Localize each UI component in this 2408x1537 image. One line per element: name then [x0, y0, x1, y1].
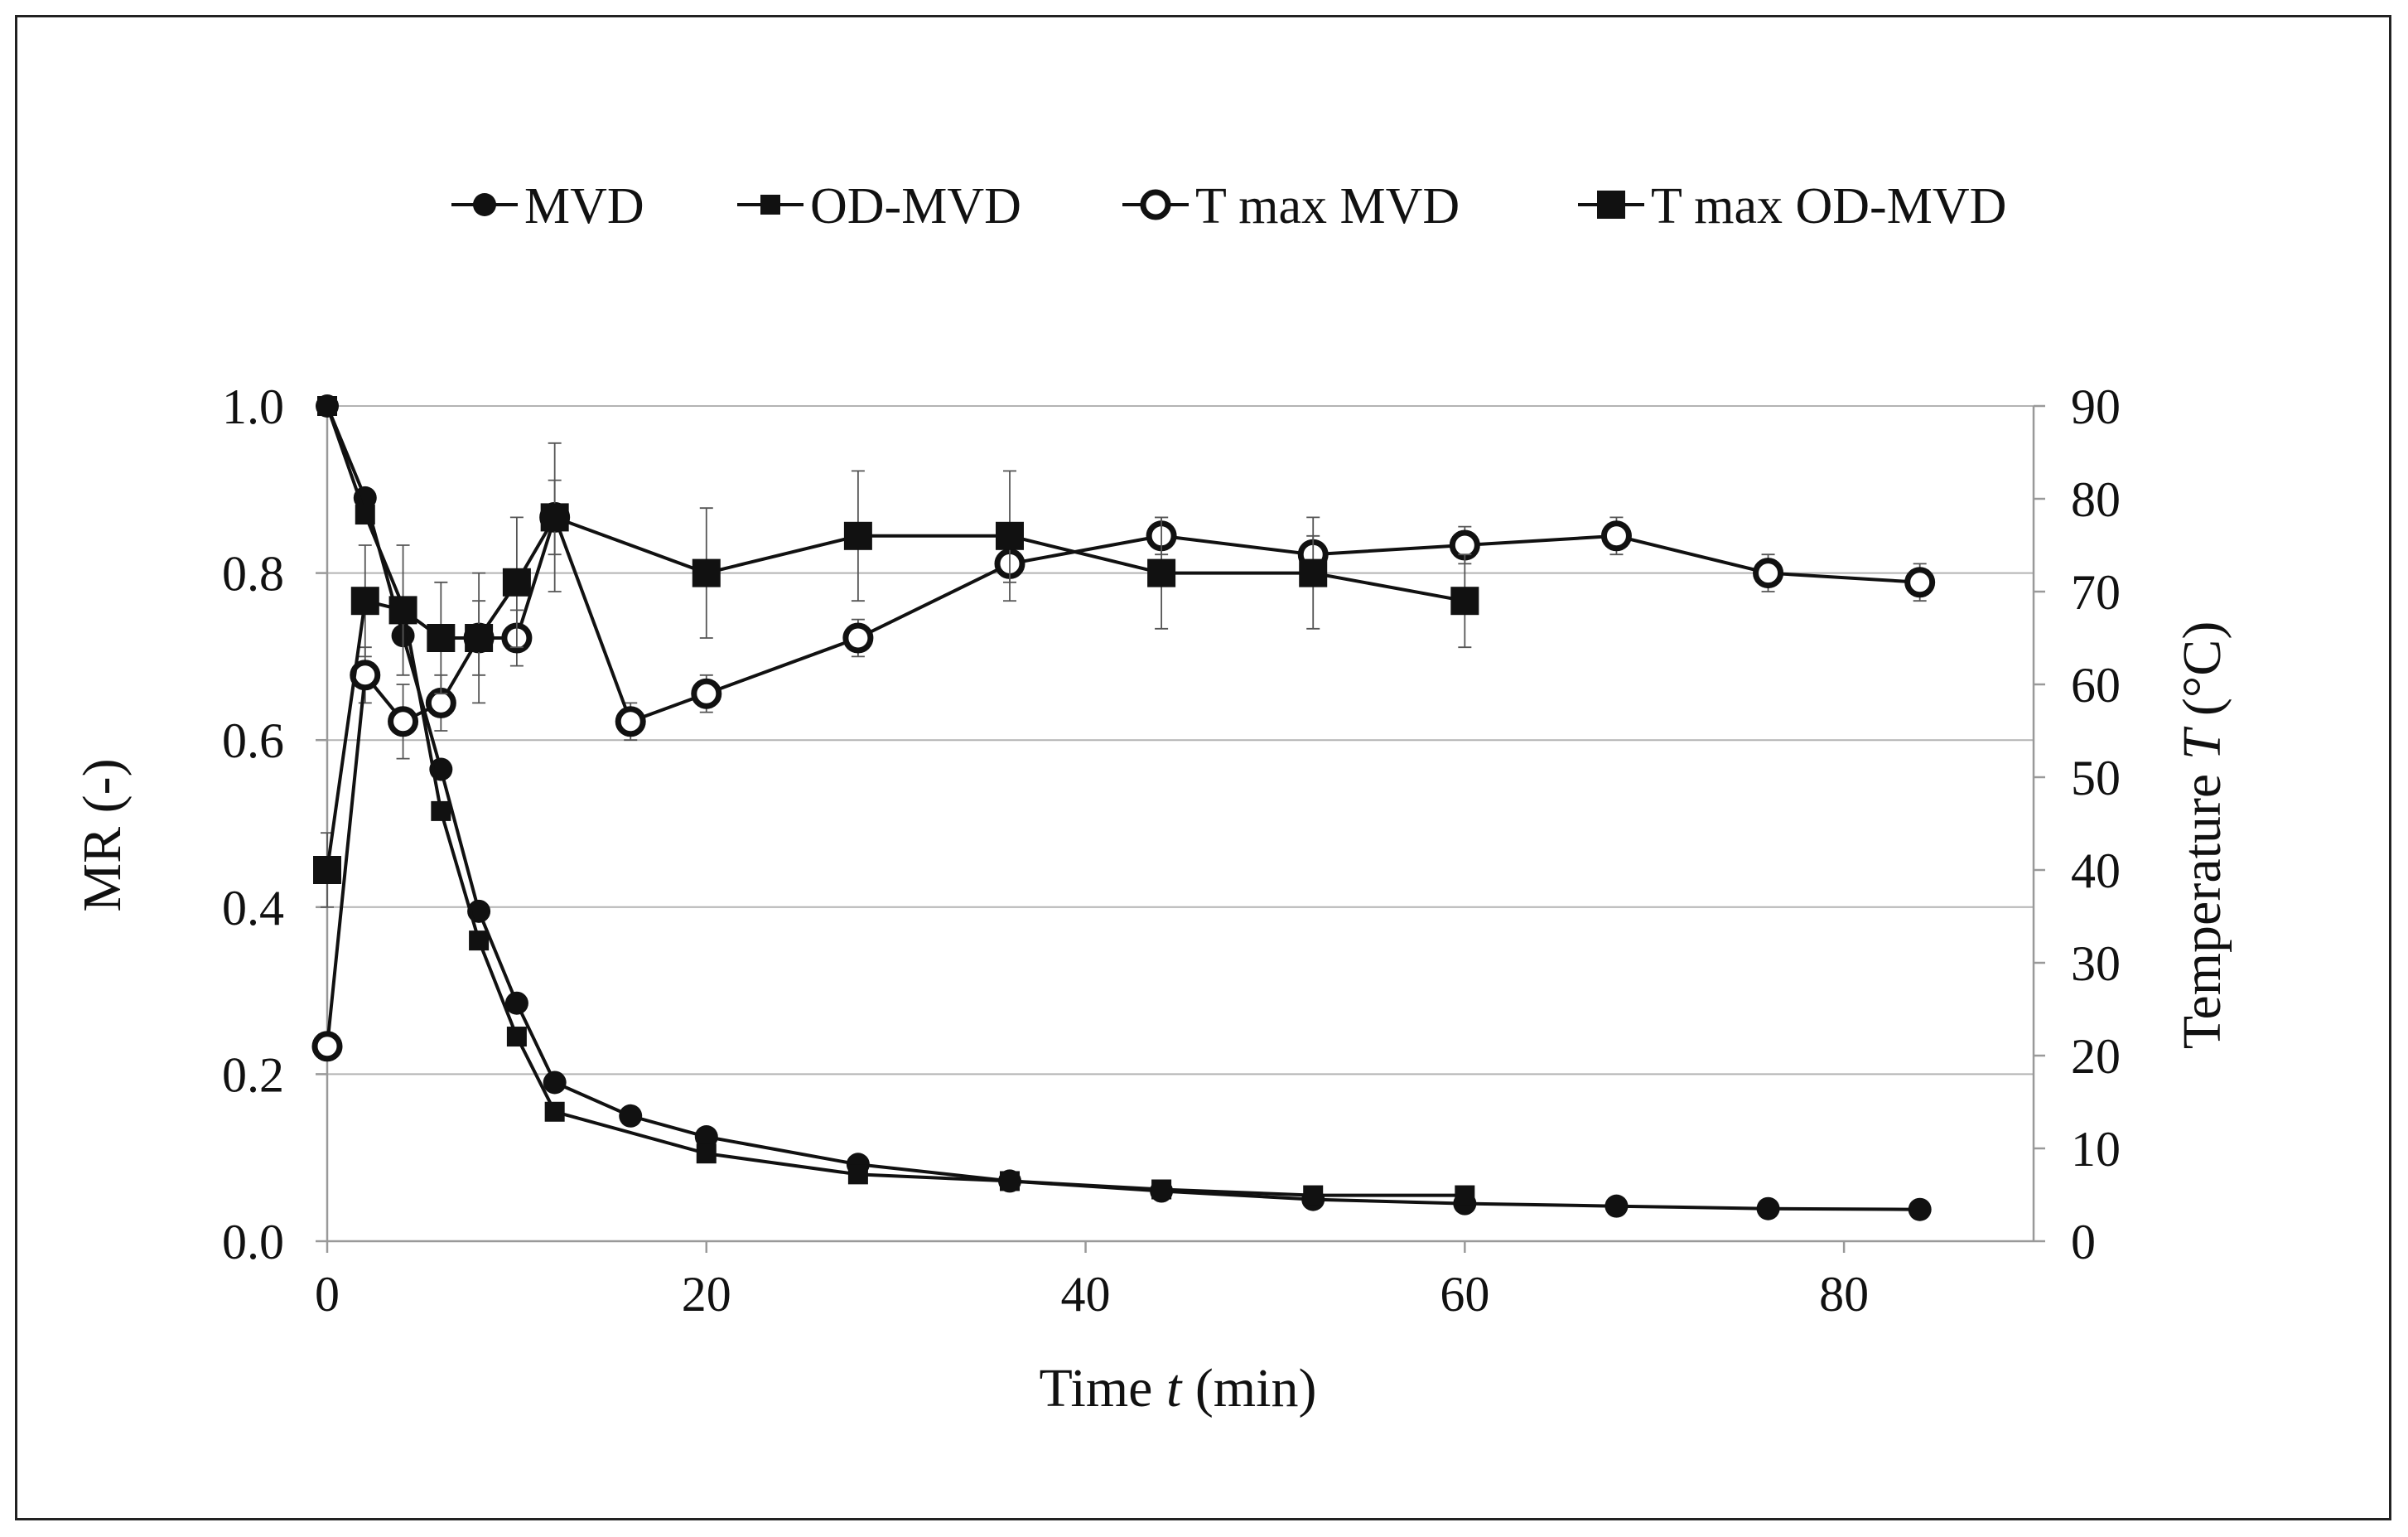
data-point — [388, 596, 417, 625]
data-point — [842, 622, 874, 654]
data-point — [502, 568, 531, 597]
y-tick-label: 0.4 — [222, 881, 284, 935]
data-point — [355, 505, 375, 525]
data-point — [543, 1071, 567, 1095]
data-point — [843, 521, 872, 550]
y2-tick-label: 80 — [2071, 472, 2121, 527]
y-tick-label: 0.0 — [222, 1215, 284, 1269]
data-point — [1904, 567, 1936, 598]
data-point — [353, 486, 377, 510]
legend-marker — [1597, 191, 1625, 219]
x-tick-label: 60 — [1440, 1267, 1489, 1322]
data-point — [506, 1027, 527, 1047]
series-line — [326, 405, 1465, 1197]
data-point — [431, 800, 451, 821]
y2-tick-label: 30 — [2071, 936, 2121, 991]
gridlines — [327, 405, 2034, 1075]
data-point — [469, 930, 490, 951]
legend-marker — [473, 193, 496, 216]
data-point — [1147, 558, 1176, 587]
figure-border — [15, 15, 2391, 1520]
legend-marker — [760, 195, 780, 215]
data-point — [696, 1143, 717, 1164]
y2-tick-label: 60 — [2071, 658, 2121, 713]
x-tick-label: 20 — [682, 1267, 731, 1322]
legend-item: OD-MVD — [737, 178, 1021, 234]
series-line — [326, 515, 1465, 871]
data-point — [350, 660, 381, 691]
data-point — [694, 1125, 718, 1148]
data-point — [996, 521, 1024, 550]
y-tick-label: 0.2 — [222, 1047, 284, 1102]
y-axis-label: MR (-) — [72, 758, 133, 911]
y-tick-label: 0.8 — [222, 547, 284, 602]
y2-tick-label: 90 — [2071, 379, 2121, 434]
data-point — [1605, 1194, 1629, 1218]
data-point — [540, 503, 569, 532]
x-axis-label: Time t (min) — [1040, 1358, 1317, 1419]
legend-item: T max OD-MVD — [1578, 178, 2006, 234]
data-point — [692, 558, 721, 587]
data-point — [313, 856, 341, 884]
series-t-max-od-mvd — [313, 442, 1479, 908]
data-point — [615, 706, 646, 737]
legend: MVD OD-MVD T max MVD T max OD-MVD — [451, 178, 2006, 234]
data-point — [1753, 558, 1784, 589]
data-point — [1600, 520, 1632, 552]
series-od-mvd — [317, 396, 1475, 1206]
data-point — [317, 396, 337, 416]
y2-tick-label: 0 — [2071, 1215, 2096, 1269]
legend-item: T max MVD — [1122, 178, 1460, 234]
legend-label: T max OD-MVD — [1651, 178, 2006, 234]
x-tick-label: 0 — [315, 1267, 340, 1322]
data-point — [691, 678, 722, 709]
data-point — [847, 1164, 868, 1185]
x-tick-label: 80 — [1819, 1267, 1869, 1322]
axes: 0.0 0.2 0.4 0.6 0.8 1.0 0 10 20 30 40 50 60 70 80 90 0 20… — [222, 379, 2121, 1322]
data-point — [350, 587, 379, 616]
data-point — [619, 1104, 643, 1128]
series — [311, 394, 1936, 1221]
y2-tick-label: 20 — [2071, 1029, 2121, 1084]
x-tick-label: 40 — [1061, 1267, 1111, 1322]
data-point — [1299, 558, 1328, 587]
data-point — [544, 1101, 565, 1122]
y-tick-label: 1.0 — [222, 379, 284, 434]
data-point — [1303, 1185, 1324, 1206]
y-tick-label: 0.6 — [222, 713, 284, 768]
legend-label: MVD — [524, 178, 644, 234]
y2-tick-label: 70 — [2071, 565, 2121, 620]
legend-item: MVD — [451, 178, 644, 234]
data-point — [1756, 1196, 1780, 1220]
y2-tick-label: 50 — [2071, 751, 2121, 805]
data-point — [1908, 1197, 1932, 1221]
y2-axis-label: Temperature T (°C) — [2172, 621, 2232, 1050]
data-point — [1450, 587, 1479, 616]
y2-tick-label: 40 — [2071, 843, 2121, 898]
data-point — [1455, 1185, 1475, 1206]
data-point — [311, 1031, 343, 1062]
data-point — [388, 706, 419, 737]
data-point — [427, 624, 456, 652]
legend-marker — [1140, 189, 1171, 220]
legend-label: OD-MVD — [810, 178, 1021, 234]
series-t-max-mvd — [311, 479, 1936, 1062]
legend-label: T max MVD — [1195, 178, 1460, 234]
data-point — [504, 991, 528, 1015]
data-point — [1000, 1171, 1020, 1191]
data-point — [465, 624, 494, 652]
data-point — [1151, 1179, 1172, 1200]
y2-tick-label: 10 — [2071, 1122, 2121, 1177]
series-line — [326, 512, 1920, 1047]
